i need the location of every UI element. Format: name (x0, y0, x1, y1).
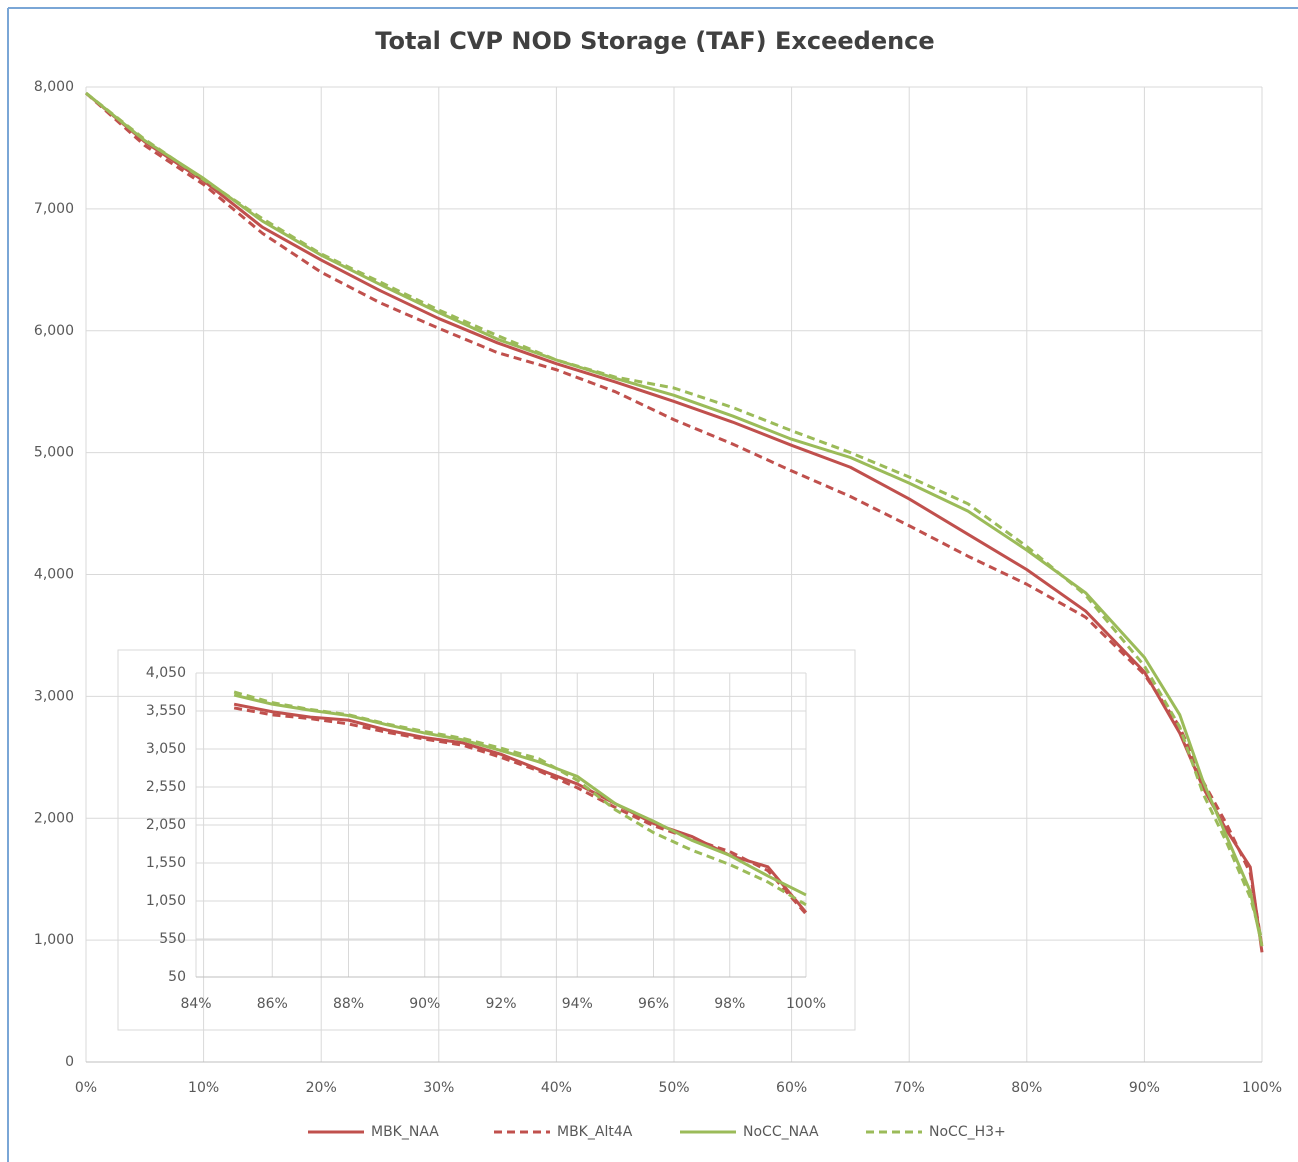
legend-label: NoCC_NAA (743, 1124, 819, 1140)
chart-title: Total CVP NOD Storage (TAF) Exceedence (375, 27, 934, 55)
x-tick-label: 70% (894, 1080, 925, 1096)
x-tick-label: 90% (409, 996, 440, 1012)
x-tick-label: 94% (562, 996, 593, 1012)
legend-label: MBK_Alt4A (557, 1124, 633, 1140)
x-tick-label: 100% (786, 996, 826, 1012)
x-tick-label: 30% (423, 1080, 454, 1096)
y-tick-label: 550 (159, 931, 186, 947)
y-tick-label: 1,550 (146, 855, 186, 871)
y-tick-label: 3,050 (146, 741, 186, 757)
x-tick-label: 80% (1011, 1080, 1042, 1096)
x-tick-label: 98% (714, 996, 745, 1012)
series-line (233, 706, 808, 915)
x-tick-label: 0% (75, 1080, 97, 1096)
x-tick-label: 60% (776, 1080, 807, 1096)
y-tick-label: 0 (65, 1054, 74, 1070)
y-tick-label: 3,000 (34, 688, 74, 704)
y-tick-label: 1,000 (34, 932, 74, 948)
x-tick-label: 92% (485, 996, 516, 1012)
x-tick-label: 10% (188, 1080, 219, 1096)
y-tick-label: 2,000 (34, 810, 74, 826)
x-tick-label: 88% (333, 996, 364, 1012)
x-tick-label: 96% (638, 996, 669, 1012)
y-tick-label: 8,000 (34, 79, 74, 95)
y-tick-label: 6,000 (34, 323, 74, 339)
x-tick-label: 90% (1129, 1080, 1160, 1096)
legend-label: NoCC_H3+ (929, 1124, 1006, 1140)
x-tick-label: 100% (1242, 1080, 1282, 1096)
y-tick-label: 7,000 (34, 201, 74, 217)
series-line (85, 91, 1264, 941)
x-tick-label: 40% (541, 1080, 572, 1096)
y-tick-label: 4,050 (146, 665, 186, 681)
series-line (233, 690, 807, 907)
y-tick-label: 3,550 (146, 703, 186, 719)
y-tick-label: 1,050 (146, 893, 186, 909)
y-tick-label: 2,050 (146, 817, 186, 833)
x-tick-label: 84% (180, 996, 211, 1012)
legend-label: MBK_NAA (371, 1124, 439, 1140)
y-tick-label: 2,550 (146, 779, 186, 795)
y-tick-label: 50 (168, 969, 186, 985)
y-tick-label: 4,000 (34, 567, 74, 583)
x-tick-label: 50% (658, 1080, 689, 1096)
y-tick-label: 5,000 (34, 445, 74, 461)
x-tick-label: 86% (257, 996, 288, 1012)
inset-frame (117, 649, 856, 1031)
x-tick-label: 20% (306, 1080, 337, 1096)
